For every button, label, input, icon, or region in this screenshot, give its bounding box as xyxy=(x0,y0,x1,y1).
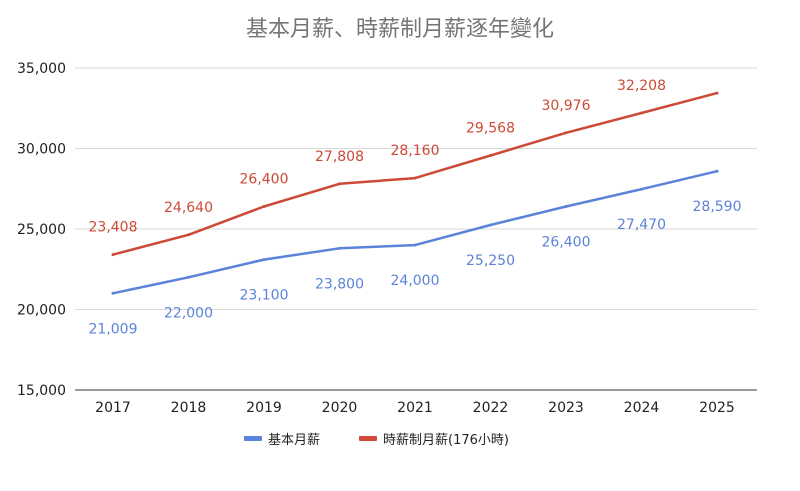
data-point xyxy=(640,111,643,115)
y-tick-label: 30,000 xyxy=(17,142,66,158)
y-tick-label: 25,000 xyxy=(17,222,66,238)
data-point xyxy=(187,275,190,279)
y-tick-label: 20,000 xyxy=(17,303,66,319)
data-label: 21,009 xyxy=(89,321,138,337)
data-label: 23,800 xyxy=(315,276,364,292)
data-label: 32,208 xyxy=(617,78,666,94)
x-tick-label: 2022 xyxy=(473,400,509,416)
y-tick-label: 15,000 xyxy=(17,383,66,399)
data-label: 26,400 xyxy=(542,234,591,250)
data-point xyxy=(338,182,341,186)
series-lines xyxy=(111,91,719,295)
data-label: 24,000 xyxy=(391,273,440,289)
y-tick-label: 35,000 xyxy=(17,61,66,77)
data-label: 25,250 xyxy=(466,253,515,269)
data-point xyxy=(111,253,115,257)
data-label: 23,408 xyxy=(89,220,138,236)
data-point xyxy=(413,243,417,247)
data-point xyxy=(262,258,266,262)
x-axis-ticks: 2017 2018 2019 2020 2021 2022 2023 2024 2025 xyxy=(95,400,735,416)
chart-title: 基本月薪、時薪制月薪逐年變化 xyxy=(246,17,554,42)
data-point xyxy=(640,187,643,191)
data-label: 24,640 xyxy=(164,200,213,216)
data-point xyxy=(262,204,266,208)
data-point xyxy=(111,291,115,295)
data-point xyxy=(489,223,492,227)
data-label: 22,000 xyxy=(164,305,213,321)
data-point xyxy=(564,204,568,208)
data-label: 23,100 xyxy=(240,288,289,304)
data-point xyxy=(489,153,492,157)
x-tick-label: 2021 xyxy=(397,400,433,416)
data-label: 29,568 xyxy=(466,120,515,136)
data-label: 30,976 xyxy=(542,98,591,114)
legend-label: 時薪制月薪(176小時) xyxy=(383,433,509,448)
data-point xyxy=(413,176,417,180)
legend-swatch xyxy=(359,436,377,441)
x-tick-label: 2020 xyxy=(322,400,358,416)
x-tick-label: 2023 xyxy=(548,400,584,416)
data-labels: 21,009 22,000 23,100 23,800 24,000 25,250 26,4… xyxy=(89,78,742,337)
data-label: 26,400 xyxy=(240,171,289,187)
legend-label: 基本月薪 xyxy=(268,433,320,448)
data-label: 28,590 xyxy=(693,199,742,215)
legend-swatch xyxy=(244,436,262,441)
x-tick-label: 2019 xyxy=(246,400,282,416)
data-point xyxy=(338,246,341,250)
data-label: 27,470 xyxy=(617,217,666,233)
data-point xyxy=(187,233,190,237)
data-point xyxy=(715,91,719,95)
x-tick-label: 2024 xyxy=(624,400,660,416)
data-label: 28,160 xyxy=(391,143,440,159)
legend: 基本月薪 時薪制月薪(176小時) xyxy=(244,433,509,448)
x-tick-label: 2025 xyxy=(699,400,735,416)
data-point xyxy=(715,169,719,173)
data-label: 27,808 xyxy=(315,149,364,165)
data-point xyxy=(564,131,568,135)
x-tick-label: 2017 xyxy=(95,400,131,416)
x-tick-label: 2018 xyxy=(171,400,207,416)
grid-lines xyxy=(75,67,757,391)
y-axis-ticks: 15,000 20,000 25,000 30,000 35,000 xyxy=(17,61,66,399)
